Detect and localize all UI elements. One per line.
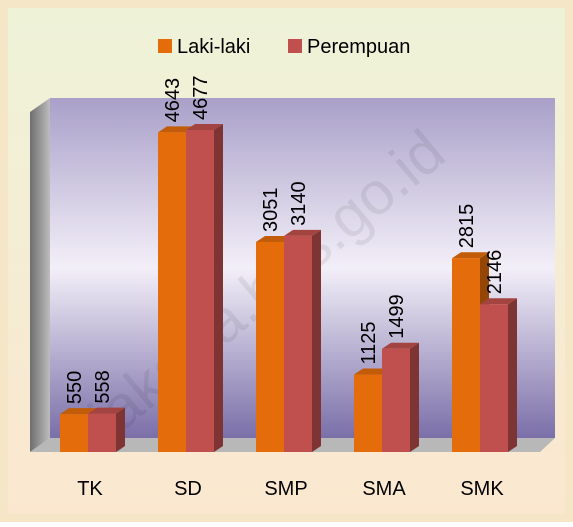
bar-top xyxy=(158,126,195,133)
bar xyxy=(186,124,223,452)
value-label: 2146 xyxy=(484,250,506,295)
bar-front xyxy=(158,132,186,452)
bar xyxy=(382,342,419,452)
value-label: 4677 xyxy=(190,76,212,121)
bar-front xyxy=(382,348,410,452)
x-tick-label: SD xyxy=(174,478,202,500)
legend-label: Laki-laki xyxy=(177,36,250,58)
x-tick-label: SMP xyxy=(264,478,307,500)
bar-front xyxy=(186,130,214,452)
x-tick-label: SMK xyxy=(460,478,504,500)
legend-swatch xyxy=(288,39,302,53)
bar-front xyxy=(480,304,508,452)
bar-top xyxy=(60,408,97,415)
bar-side xyxy=(116,407,125,452)
x-tick-label: SMA xyxy=(362,478,406,500)
bar-front xyxy=(284,235,312,452)
bar-top xyxy=(186,124,223,130)
bar-front xyxy=(88,413,116,452)
bar-top xyxy=(354,368,391,375)
bar-top xyxy=(452,252,489,259)
bar xyxy=(284,229,321,452)
value-label: 3051 xyxy=(260,187,282,232)
bar-top xyxy=(480,298,517,305)
value-label: 3140 xyxy=(288,181,310,226)
bar-side xyxy=(508,298,517,452)
bar-front xyxy=(354,374,382,452)
bar-front xyxy=(60,414,88,452)
legend-label: Perempuan xyxy=(307,36,410,58)
value-label: 558 xyxy=(92,370,114,403)
value-label: 550 xyxy=(64,371,86,404)
bar-top xyxy=(88,407,125,414)
bar-side xyxy=(410,342,419,452)
value-label: 1499 xyxy=(386,294,408,339)
value-label: 1125 xyxy=(358,322,380,365)
value-label: 4643 xyxy=(162,78,184,123)
x-tick-label: TK xyxy=(77,478,103,500)
bar xyxy=(88,407,125,452)
legend-swatch xyxy=(158,39,172,53)
bar-top xyxy=(382,342,419,349)
bar xyxy=(480,298,517,452)
value-label: 2815 xyxy=(456,204,478,249)
bar-side xyxy=(214,124,223,452)
side-wall xyxy=(30,98,50,452)
bar-top xyxy=(256,235,293,242)
bar-front xyxy=(256,241,284,452)
bar-top xyxy=(284,229,321,236)
bar-side xyxy=(312,229,321,452)
bar-front xyxy=(452,258,480,452)
